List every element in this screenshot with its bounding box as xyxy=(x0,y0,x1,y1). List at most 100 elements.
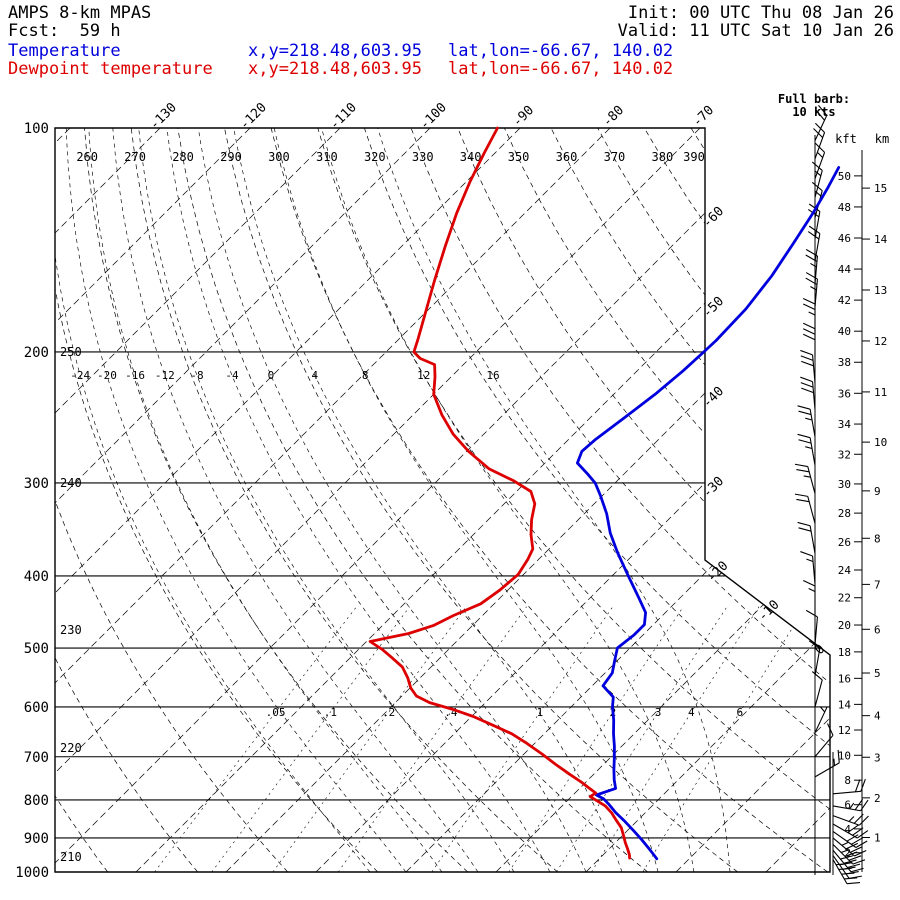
svg-text:330: 330 xyxy=(412,150,434,164)
temperature-curve xyxy=(576,166,841,861)
svg-text:4: 4 xyxy=(312,369,319,382)
svg-text:600: 600 xyxy=(24,700,49,716)
svg-text:350: 350 xyxy=(508,150,530,164)
svg-text:340: 340 xyxy=(460,150,482,164)
svg-text:900: 900 xyxy=(24,831,49,847)
svg-text:km: km xyxy=(875,132,889,146)
svg-text:0: 0 xyxy=(268,369,275,382)
svg-text:1: 1 xyxy=(874,832,881,845)
grid-lines xyxy=(55,128,830,872)
svg-text:13: 13 xyxy=(874,284,887,297)
svg-text:200: 200 xyxy=(24,345,49,361)
svg-text:48: 48 xyxy=(838,201,851,214)
svg-text:260: 260 xyxy=(76,150,98,164)
dewpoint-curve xyxy=(368,126,631,860)
svg-text:.05: .05 xyxy=(266,706,286,719)
init-time: Init: 00 UTC Thu 08 Jan 26 xyxy=(627,3,894,23)
svg-text:20: 20 xyxy=(838,619,851,632)
svg-text:40: 40 xyxy=(838,325,851,338)
svg-text:1000: 1000 xyxy=(15,865,49,881)
svg-text:30: 30 xyxy=(838,478,851,491)
svg-text:800: 800 xyxy=(24,793,49,809)
svg-text:380: 380 xyxy=(652,150,674,164)
svg-text:18: 18 xyxy=(838,646,851,659)
svg-text:100: 100 xyxy=(24,121,49,137)
svg-text:28: 28 xyxy=(838,507,851,520)
forecast-hour: Fcst: 59 h xyxy=(8,21,121,41)
svg-text:12: 12 xyxy=(874,335,887,348)
svg-text:.1: .1 xyxy=(324,706,337,719)
height-scales: kft km50484644424038363432302826242220181… xyxy=(835,132,889,872)
svg-text:400: 400 xyxy=(24,569,49,585)
svg-text:4: 4 xyxy=(688,706,695,719)
svg-text:9: 9 xyxy=(874,485,881,498)
svg-text:370: 370 xyxy=(604,150,626,164)
svg-text:44: 44 xyxy=(838,263,852,276)
svg-text:-30: -30 xyxy=(700,474,727,501)
svg-text:-80: -80 xyxy=(600,103,627,130)
dewpoint-latlon: lat,lon=-66.67, 140.02 xyxy=(448,59,674,79)
svg-text:-20: -20 xyxy=(97,369,117,382)
svg-text:-16: -16 xyxy=(125,369,145,382)
svg-text:14: 14 xyxy=(838,698,852,711)
svg-text:14: 14 xyxy=(874,233,888,246)
svg-text:.2: .2 xyxy=(382,706,395,719)
svg-text:6: 6 xyxy=(844,799,851,812)
svg-text:1: 1 xyxy=(537,706,544,719)
svg-text:22: 22 xyxy=(838,592,851,605)
barb-legend: Full barb: 10 kts xyxy=(766,93,862,119)
svg-text:-8: -8 xyxy=(190,369,203,382)
svg-text:-70: -70 xyxy=(690,103,717,130)
svg-text:300: 300 xyxy=(24,476,49,492)
svg-text:500: 500 xyxy=(24,641,49,657)
pressure-lines xyxy=(55,127,830,873)
svg-text:38: 38 xyxy=(838,356,851,369)
svg-text:3: 3 xyxy=(655,706,662,719)
svg-text:11: 11 xyxy=(874,386,887,399)
svg-text:32: 32 xyxy=(838,448,851,461)
svg-text:-90: -90 xyxy=(510,103,537,130)
svg-text:8: 8 xyxy=(844,774,851,787)
svg-text:10: 10 xyxy=(838,749,851,762)
svg-text:26: 26 xyxy=(838,536,851,549)
svg-text:-24: -24 xyxy=(70,369,90,382)
svg-text:12: 12 xyxy=(838,724,851,737)
svg-text:250: 250 xyxy=(60,345,82,359)
svg-text:320: 320 xyxy=(364,150,386,164)
svg-text:5: 5 xyxy=(874,667,881,680)
svg-text:-12: -12 xyxy=(155,369,175,382)
svg-text:270: 270 xyxy=(124,150,146,164)
svg-text:50: 50 xyxy=(838,170,851,183)
svg-text:210: 210 xyxy=(60,850,82,864)
svg-text:15: 15 xyxy=(874,182,887,195)
dewpoint-legend-label: Dewpoint temperature xyxy=(8,59,213,79)
valid-time: Valid: 11 UTC Sat 10 Jan 26 xyxy=(617,21,894,41)
barb-legend-line1: Full barb: xyxy=(777,92,851,106)
svg-text:240: 240 xyxy=(60,476,82,490)
svg-text:46: 46 xyxy=(838,232,851,245)
svg-text:2: 2 xyxy=(844,847,851,860)
dewpoint-xy: x,y=218.48,603.95 xyxy=(248,59,422,79)
svg-text:kft: kft xyxy=(835,132,857,146)
svg-text:12: 12 xyxy=(417,369,430,382)
svg-text:4: 4 xyxy=(844,823,851,836)
temperature-legend-label: Temperature xyxy=(8,41,121,61)
svg-text:16: 16 xyxy=(838,672,851,685)
svg-text:6: 6 xyxy=(737,706,744,719)
svg-text:-40: -40 xyxy=(700,384,727,411)
svg-text:-50: -50 xyxy=(700,294,727,321)
svg-text:700: 700 xyxy=(24,750,49,766)
plot-frame xyxy=(54,127,831,873)
svg-text:16: 16 xyxy=(486,369,499,382)
wind-barbs xyxy=(794,104,869,885)
svg-text:34: 34 xyxy=(838,418,852,431)
svg-text:230: 230 xyxy=(60,623,82,637)
svg-text:24: 24 xyxy=(838,564,852,577)
svg-text:4: 4 xyxy=(874,710,881,723)
barb-legend-line2: 10 kts xyxy=(792,105,836,119)
svg-text:6: 6 xyxy=(874,623,881,636)
svg-text:390: 390 xyxy=(683,150,705,164)
svg-text:10: 10 xyxy=(874,436,887,449)
